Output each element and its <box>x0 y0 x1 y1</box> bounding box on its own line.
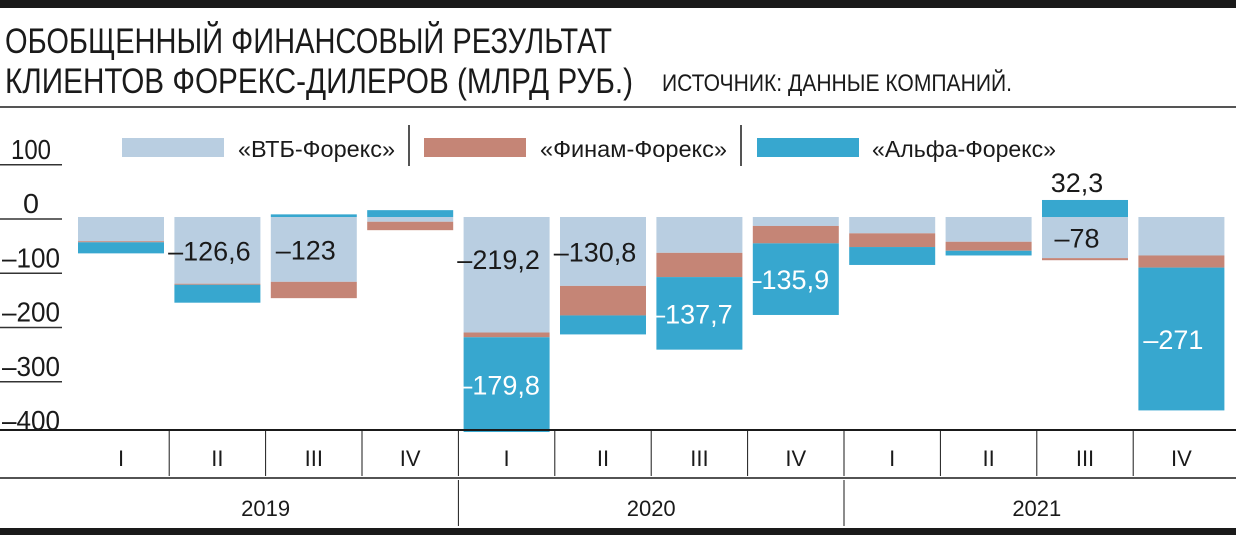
quarter-label: IV <box>1171 446 1192 471</box>
bar-segment <box>270 281 357 299</box>
quarter-label: I <box>118 446 124 471</box>
bar-segment <box>1138 267 1225 411</box>
bar-segment <box>270 214 357 217</box>
bar-segment <box>752 225 839 244</box>
data-label: –135,9 <box>747 265 830 295</box>
year-label: 2020 <box>627 496 676 521</box>
bars <box>78 199 1225 433</box>
bar-segment <box>463 337 550 433</box>
quarter-label: III <box>305 446 323 471</box>
quarter-label: II <box>597 446 609 471</box>
bar-segment <box>174 283 261 285</box>
quarter-label: II <box>982 446 994 471</box>
y-tick-label: –400 <box>2 405 60 436</box>
legend-label: «Альфа-Форекс» <box>872 136 1056 162</box>
bar-segment <box>78 241 164 243</box>
y-tick-label: –200 <box>2 297 60 328</box>
legend-swatch <box>424 138 526 157</box>
y-tick-label: –100 <box>2 242 60 273</box>
bar-segment <box>945 250 1032 256</box>
y-axis: 100 0 –100 –200 –300 –400 <box>0 134 62 436</box>
quarter-label: IV <box>400 446 421 471</box>
quarter-label: III <box>690 446 708 471</box>
bar-segment <box>463 332 550 338</box>
y-tick-label: 100 <box>11 134 51 165</box>
bar-segment <box>849 233 936 248</box>
bar-segment <box>560 315 646 335</box>
data-label: –78 <box>1054 224 1099 254</box>
bar-segment <box>367 210 454 217</box>
bar-segment <box>752 243 839 315</box>
data-label: –126,6 <box>168 236 251 266</box>
chart-title-line1: ОБОБЩЕННЫЙ ФИНАНСОВЫЙ РЕЗУЛЬТАТ <box>5 21 612 61</box>
bar-segment <box>849 247 936 265</box>
bar-segment <box>560 217 646 286</box>
data-label: –123 <box>276 235 336 265</box>
bar-segment <box>1042 199 1128 217</box>
bar-segment <box>560 285 646 316</box>
bar-segment <box>656 252 743 278</box>
bar-segment <box>367 217 454 222</box>
legend-swatch <box>757 138 859 157</box>
data-label: –271 <box>1143 325 1203 355</box>
quarter-label: I <box>504 446 510 471</box>
bar-segment <box>463 217 550 333</box>
bar-segment <box>174 217 261 284</box>
bar-segment <box>1138 217 1225 256</box>
source-note: ИСТОЧНИК: ДАННЫЕ КОМПАНИЙ. <box>662 69 1012 97</box>
bar-segment <box>270 217 357 282</box>
bar-segment <box>945 241 1032 251</box>
quarter-label: III <box>1076 446 1094 471</box>
bar-segment <box>656 217 743 253</box>
quarter-label: II <box>211 446 223 471</box>
year-label: 2021 <box>1012 496 1061 521</box>
quarter-label: I <box>889 446 895 471</box>
bar-segment <box>752 217 839 226</box>
data-label: –219,2 <box>457 245 540 275</box>
bottom-rule <box>0 528 1236 535</box>
legend-swatch <box>122 138 224 157</box>
legend: «ВТБ-Форекс» «Финам-Форекс» «Альфа-Форекс» <box>122 125 1056 166</box>
quarter-label: IV <box>785 446 806 471</box>
top-rule <box>0 0 1236 8</box>
data-label: –130,8 <box>554 237 637 267</box>
data-label: 32,3 <box>1051 168 1104 198</box>
bar-segment <box>1138 255 1225 268</box>
data-label: –137,7 <box>650 299 733 329</box>
bar-segment <box>1042 217 1128 259</box>
bar-segment <box>656 277 743 350</box>
legend-label: «Финам-Форекс» <box>540 136 727 162</box>
chart-title-line2: КЛИЕНТОВ ФОРЕКС-ДИЛЕРОВ (МЛРД РУБ.) <box>5 62 633 101</box>
bar-segment <box>1042 258 1128 261</box>
bar-segment <box>78 242 164 254</box>
y-tick-label: –300 <box>2 351 60 382</box>
year-label: 2019 <box>241 496 290 521</box>
y-tick-label: 0 <box>23 188 39 219</box>
bar-segment <box>849 217 936 234</box>
data-label: –179,8 <box>457 371 540 401</box>
legend-label: «ВТБ-Форекс» <box>238 136 395 162</box>
data-labels: –126,6 –123 –219,2 –179,8 –130,8 –137,7 –135,9… <box>168 168 1203 401</box>
bar-segment <box>174 284 261 303</box>
bar-segment <box>367 221 454 231</box>
bar-segment <box>78 217 164 242</box>
bar-segment <box>945 217 1032 242</box>
